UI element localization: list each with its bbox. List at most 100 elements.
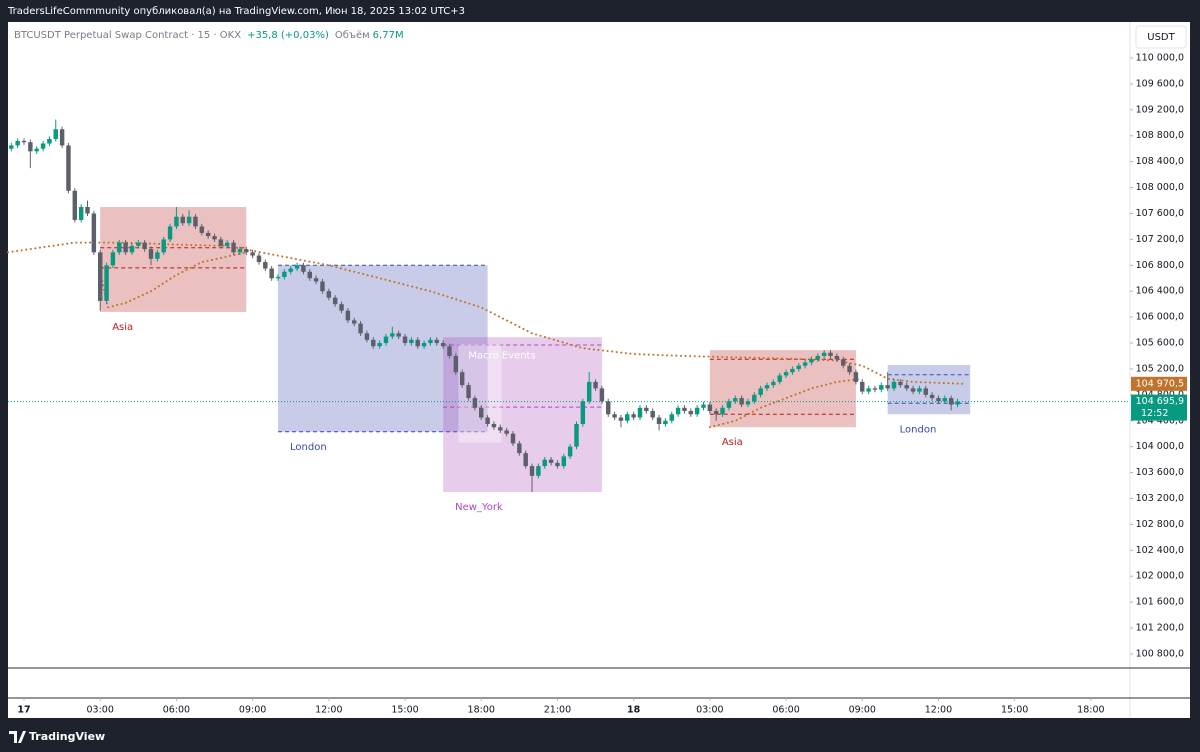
y-tick-label: 100 800,0 xyxy=(1136,648,1184,659)
lines-layer xyxy=(7,241,1130,429)
last-price-label: 104 695,9 xyxy=(1136,396,1184,407)
candle-body xyxy=(955,401,960,405)
candle-body xyxy=(504,430,509,434)
candle-body xyxy=(917,388,922,392)
candle-body xyxy=(396,333,401,337)
y-tick-label: 104 400,0 xyxy=(1136,415,1184,426)
x-tick-label: 12:00 xyxy=(925,705,952,716)
candle-body xyxy=(726,401,732,408)
candle-body xyxy=(529,466,535,476)
candle-body xyxy=(47,138,52,144)
candle-body xyxy=(771,381,776,386)
candle-body xyxy=(485,417,490,424)
sessions-layer xyxy=(100,206,971,493)
candle-body xyxy=(440,343,446,347)
candle-body xyxy=(142,242,147,250)
x-tick-label: 15:00 xyxy=(391,705,418,716)
candle-body xyxy=(390,333,395,337)
candle-body xyxy=(459,372,465,386)
candle-body xyxy=(53,129,58,139)
candle-body xyxy=(288,268,293,272)
candle-body xyxy=(472,398,478,408)
chart-panel xyxy=(8,22,1190,718)
candle-body xyxy=(453,355,459,373)
candle-body xyxy=(599,388,605,402)
candle-body xyxy=(802,362,808,366)
candle-body xyxy=(625,414,630,421)
candle-body xyxy=(110,252,116,266)
candle-body xyxy=(491,423,497,428)
y-tick-label: 107 200,0 xyxy=(1136,234,1184,245)
candle-body xyxy=(466,385,471,399)
x-tick-label: 18 xyxy=(627,705,641,716)
x-tick-label: 17 xyxy=(17,705,30,716)
candle-body xyxy=(59,129,65,146)
candle-body xyxy=(345,310,351,321)
brand: TradingView xyxy=(9,730,105,743)
moving-average xyxy=(7,241,965,385)
candle-body xyxy=(155,252,160,259)
candle-body xyxy=(269,268,274,279)
y-tick-label: 108 400,0 xyxy=(1136,156,1184,167)
candle-body xyxy=(161,239,166,253)
session-label: London xyxy=(290,442,327,453)
candle-body xyxy=(244,249,249,253)
candle-body xyxy=(834,355,840,360)
candle-body xyxy=(936,398,941,402)
x-tick-label: 21:00 xyxy=(544,705,571,716)
candle-body xyxy=(224,242,230,246)
candle-body xyxy=(275,276,281,279)
candle-body xyxy=(853,372,859,382)
candle-body xyxy=(898,381,903,386)
currency[interactable]: USDT xyxy=(1147,32,1175,43)
y-tick-label: 108 000,0 xyxy=(1136,182,1184,193)
y-tick-label: 103 200,0 xyxy=(1136,493,1184,504)
candle-body xyxy=(180,216,185,224)
x-tick-label: 06:00 xyxy=(163,705,190,716)
candle-body xyxy=(326,291,332,298)
candle-body xyxy=(40,143,46,149)
candle-body xyxy=(840,359,846,366)
candle-body xyxy=(612,414,617,418)
x-tick-label: 09:00 xyxy=(239,705,266,716)
candle-body xyxy=(307,271,312,279)
candle-body xyxy=(891,381,897,389)
candle-body xyxy=(682,407,687,412)
candle-body xyxy=(352,320,357,324)
y-tick-label: 102 400,0 xyxy=(1136,545,1184,556)
candle-body xyxy=(97,252,103,301)
price-tags: 104 970,5 104 695,912:52 xyxy=(1131,376,1187,421)
candle-body xyxy=(606,401,611,415)
candle-body xyxy=(567,446,573,457)
candle-body xyxy=(250,252,255,256)
x-tick-label: 03:00 xyxy=(87,705,114,716)
candle-body xyxy=(555,462,560,467)
candle-body xyxy=(174,216,179,227)
y-tick-label: 103 600,0 xyxy=(1136,467,1184,478)
brand-logo xyxy=(9,731,26,743)
candle-body xyxy=(650,411,655,418)
labels-layer: Asia London New_York Asia London Macro Events xyxy=(112,322,936,513)
candle-body xyxy=(872,388,878,390)
candle-body xyxy=(498,427,503,431)
candle-body xyxy=(593,381,598,389)
y-tick-label: 108 800,0 xyxy=(1136,130,1184,141)
candle-body xyxy=(377,343,382,347)
x-tick-label: 06:00 xyxy=(772,705,799,716)
candle-body xyxy=(821,352,827,356)
candle-body xyxy=(713,411,719,415)
candle-body xyxy=(675,407,681,415)
currency-box[interactable] xyxy=(1135,25,1187,49)
candle-body xyxy=(752,394,757,402)
candle-body xyxy=(72,190,78,220)
candle-body xyxy=(193,216,198,227)
candle-body xyxy=(123,242,128,253)
candle-body xyxy=(910,388,916,392)
candle-body xyxy=(929,394,935,399)
candle-body xyxy=(510,433,516,444)
y-tick-label: 102 800,0 xyxy=(1136,519,1184,530)
candle-body xyxy=(694,407,700,415)
candle-body xyxy=(479,407,484,418)
candle-body xyxy=(688,411,694,415)
y-tick-label: 109 200,0 xyxy=(1136,104,1184,115)
